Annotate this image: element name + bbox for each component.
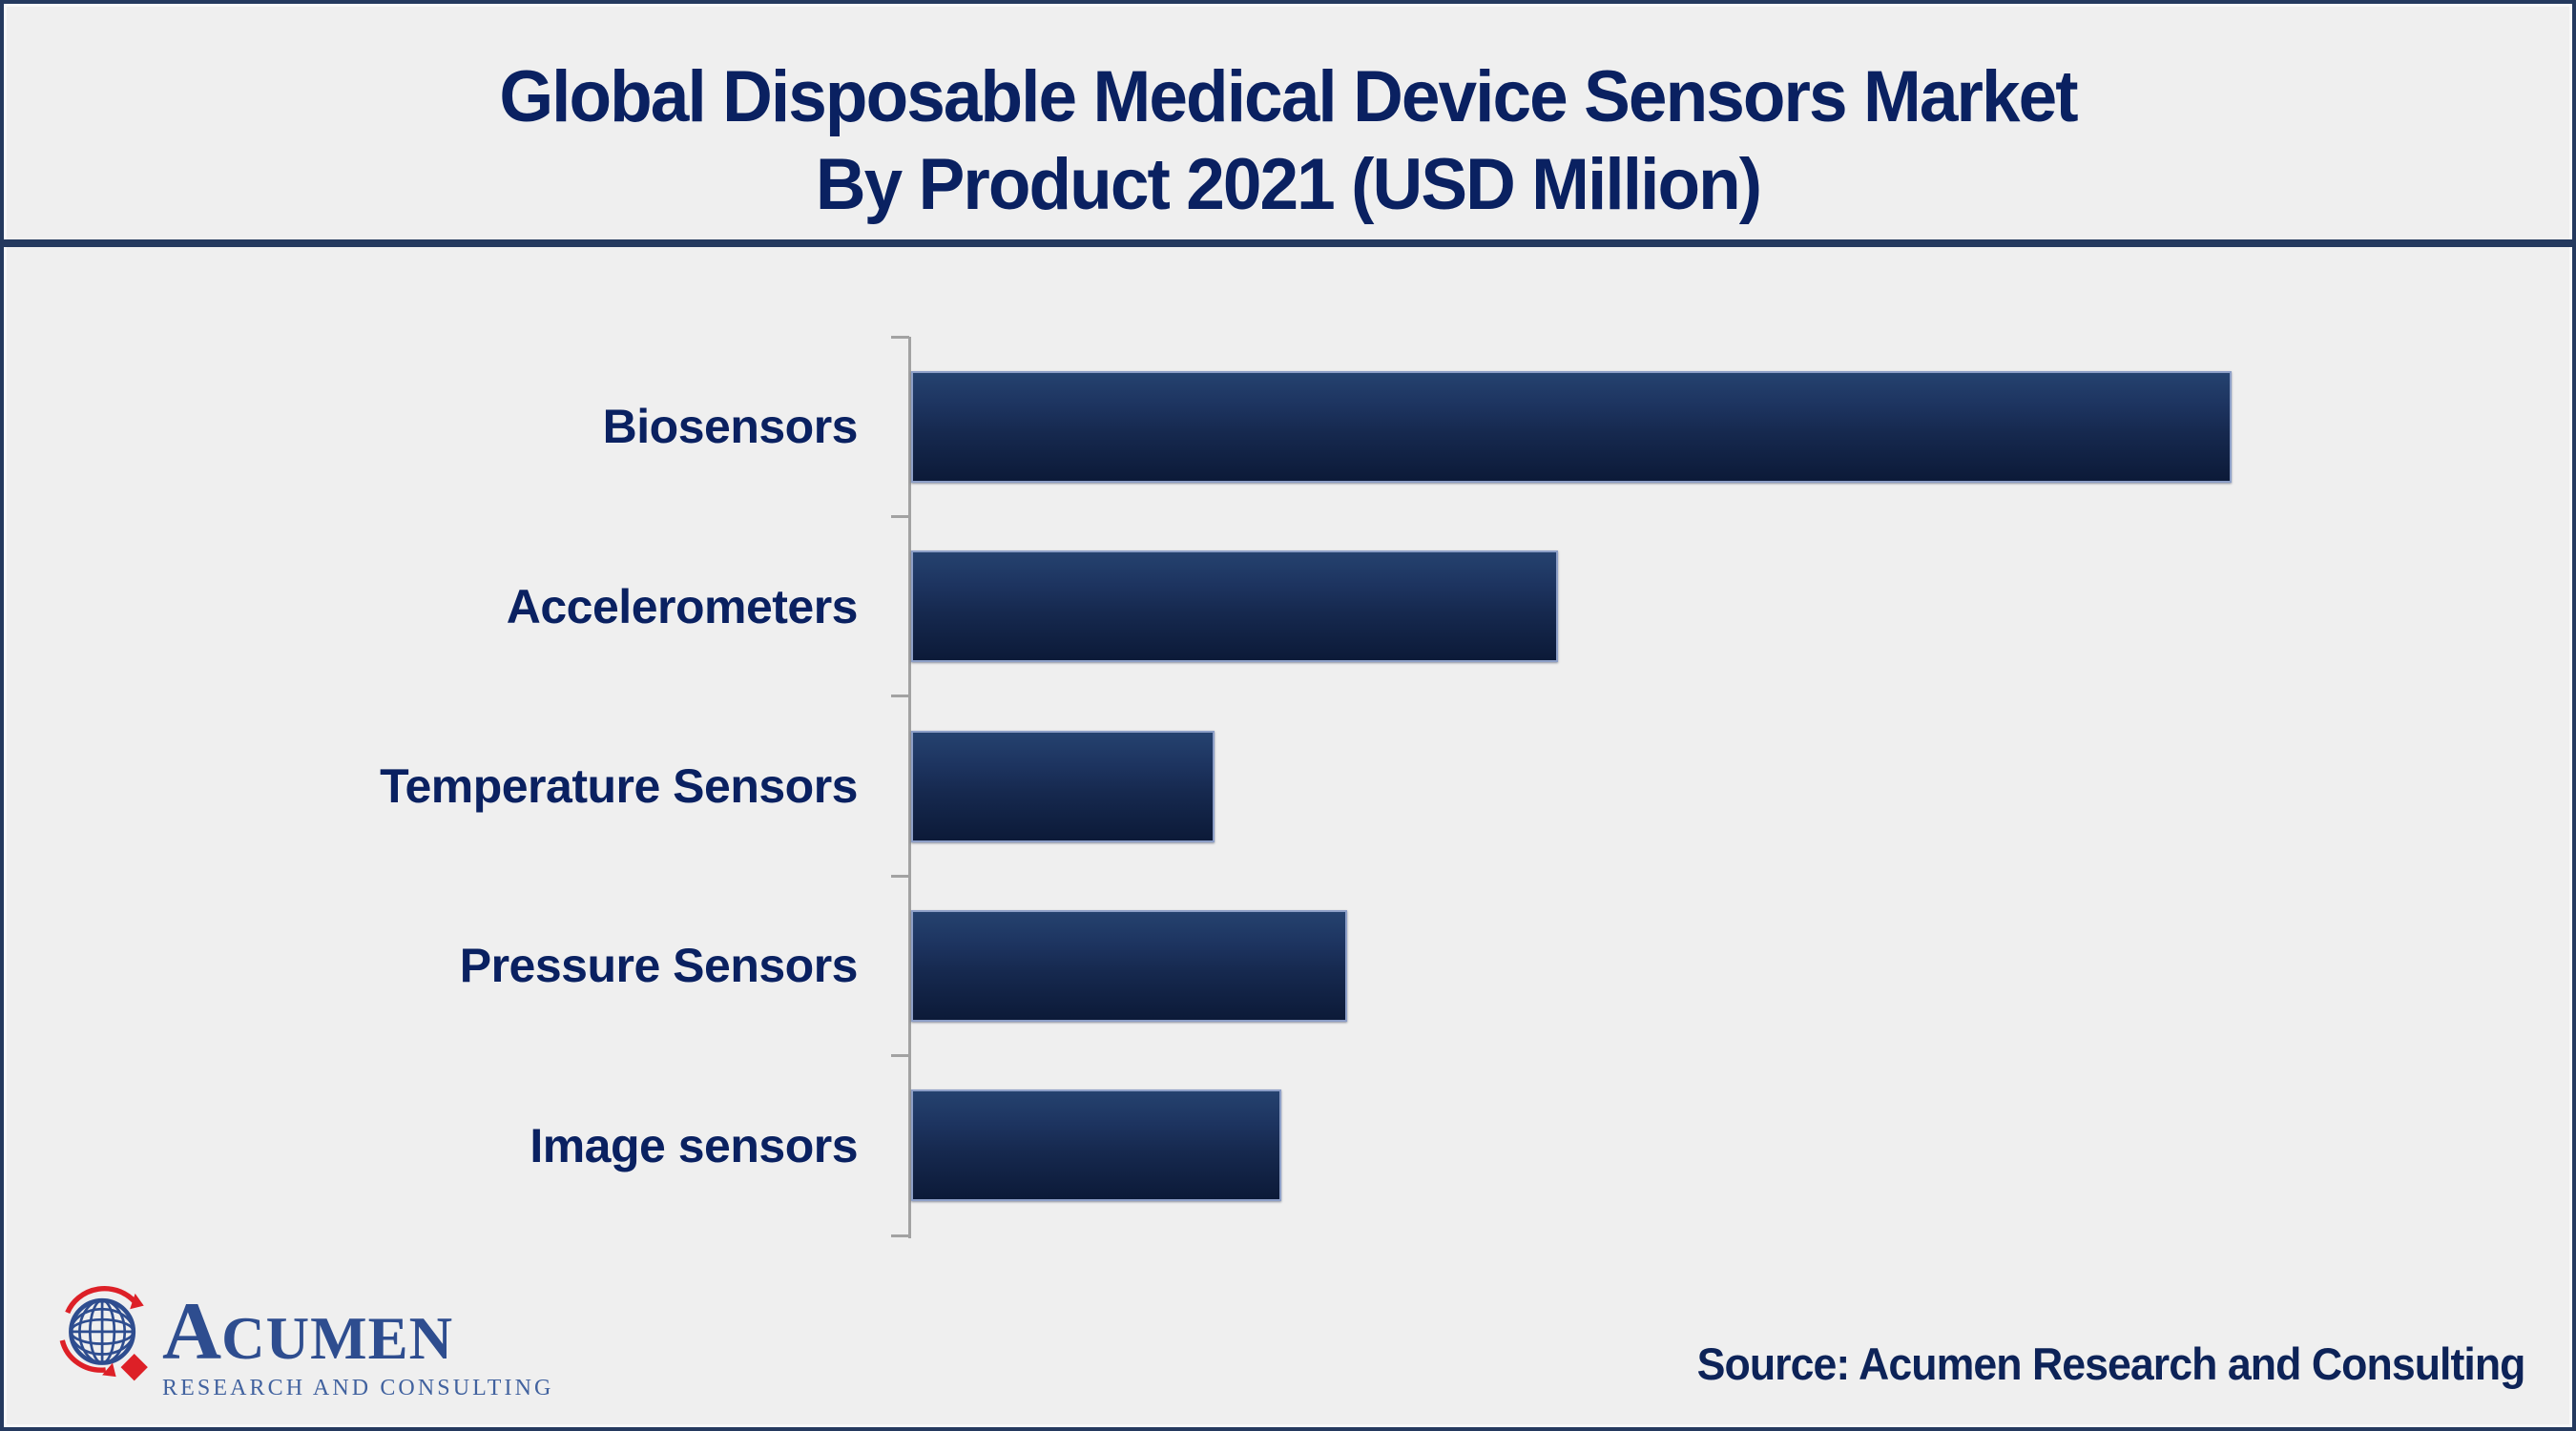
axis-tick xyxy=(891,695,909,698)
bar-label-temperature-sensors: Temperature Sensors xyxy=(380,759,858,813)
bar-image-sensors xyxy=(911,1089,1281,1202)
axis-tick xyxy=(891,1054,909,1058)
logo-brand-rest: CUMEN xyxy=(221,1305,454,1372)
bar-label-image-sensors: Image sensors xyxy=(530,1118,858,1172)
bar-biosensors xyxy=(911,370,2232,483)
axis-tick xyxy=(891,514,909,518)
y-axis xyxy=(908,337,911,1238)
bar-accelerometers xyxy=(911,550,1559,663)
acumen-logo: ACUMEN RESEARCH AND CONSULTING xyxy=(55,1273,553,1401)
logo-brand-initial: A xyxy=(162,1285,222,1377)
axis-tick xyxy=(891,874,909,878)
bar-chart: Biosensors Accelerometers Temperature Sens… xyxy=(4,242,2572,1268)
bar-label-pressure-sensors: Pressure Sensors xyxy=(459,939,859,993)
chart-title-line-1: Global Disposable Medical Device Sensors… xyxy=(499,56,2078,137)
axis-tick xyxy=(891,335,909,339)
bar-pressure-sensors xyxy=(911,909,1347,1022)
bar-label-biosensors: Biosensors xyxy=(602,400,859,454)
globe-icon xyxy=(55,1273,151,1389)
bar-label-accelerometers: Accelerometers xyxy=(506,579,859,633)
title-block: Global Disposable Medical Device Sensors… xyxy=(4,4,2572,239)
source-text: Source: Acumen Research and Consulting xyxy=(1696,1338,2525,1389)
title-divider xyxy=(4,239,2572,247)
bar-temperature-sensors xyxy=(911,730,1215,842)
chart-title-line-2: By Product 2021 (USD Million) xyxy=(815,144,1762,225)
logo-subtitle: RESEARCH AND CONSULTING xyxy=(162,1376,554,1400)
axis-tick xyxy=(891,1234,909,1237)
logo-brand-name: ACUMEN xyxy=(162,1290,553,1372)
logo-text-block: ACUMEN RESEARCH AND CONSULTING xyxy=(162,1273,553,1401)
